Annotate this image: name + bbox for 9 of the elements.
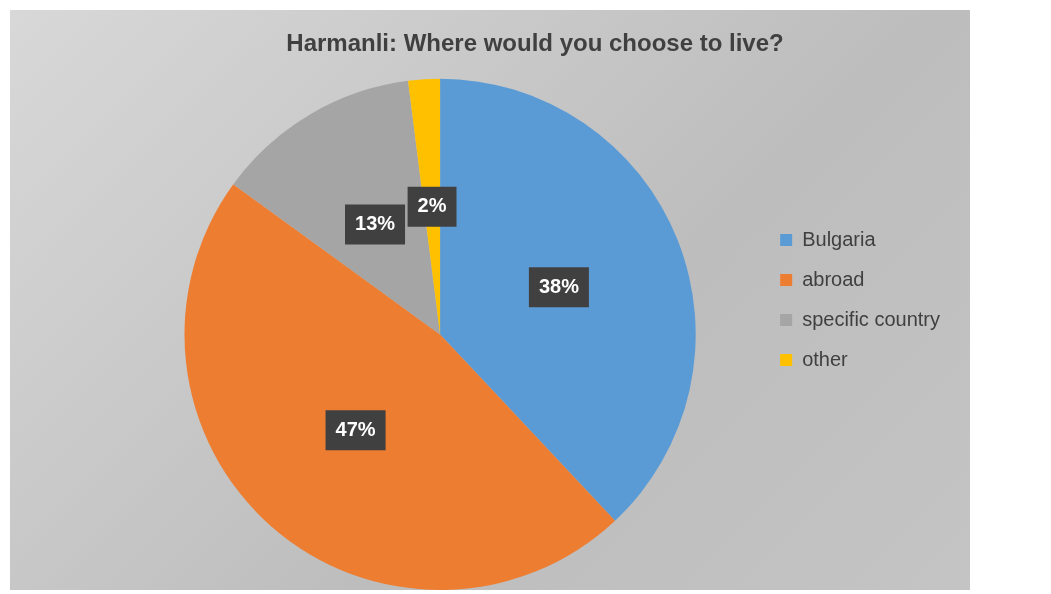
chart-title: Harmanli: Where would you choose to live?: [286, 29, 784, 57]
legend-label: specific country: [802, 307, 941, 330]
data-label: 47%: [335, 417, 376, 440]
legend-label: abroad: [802, 267, 865, 290]
data-label: 13%: [355, 211, 396, 234]
legend-label: other: [802, 347, 849, 370]
legend-label: Bulgaria: [802, 227, 877, 250]
data-label: 2%: [417, 194, 447, 217]
data-label: 38%: [538, 274, 580, 297]
